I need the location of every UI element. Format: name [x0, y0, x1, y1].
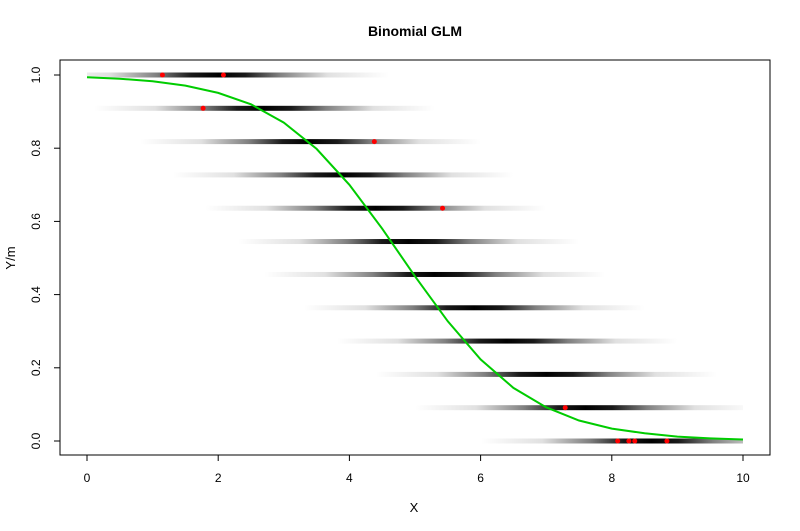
data-point	[200, 105, 206, 111]
data-point	[626, 438, 632, 444]
x-tick-label: 6	[477, 471, 484, 485]
x-tick-label: 10	[736, 471, 750, 485]
y-tick-label: 0.0	[29, 432, 43, 449]
x-tick-label: 0	[84, 471, 91, 485]
y-tick-label: 1.0	[29, 66, 43, 83]
chart-title: Binomial GLM	[368, 23, 462, 39]
density-bands	[87, 72, 743, 444]
density-band	[303, 305, 645, 311]
density-band	[415, 405, 743, 411]
x-axis: 0 2 4 6 8 10	[84, 454, 750, 485]
y-tick-label: 0.8	[29, 140, 43, 157]
density-band	[172, 172, 514, 178]
data-point	[664, 438, 670, 444]
data-point	[615, 438, 621, 444]
density-band	[375, 371, 717, 377]
x-tick-label: 2	[215, 471, 222, 485]
data-point	[562, 405, 568, 411]
fitted-curve-layer	[86, 76, 744, 441]
data-point	[220, 72, 226, 78]
density-band	[237, 239, 579, 245]
density-band	[336, 338, 678, 344]
fitted-curve	[86, 76, 744, 441]
observed-points	[159, 72, 670, 444]
x-tick-label: 8	[608, 471, 615, 485]
density-band	[87, 72, 389, 78]
data-point	[371, 139, 377, 145]
density-band	[93, 105, 435, 111]
data-point	[440, 205, 446, 211]
plot-frame	[59, 59, 771, 456]
y-tick-label: 0.4	[29, 286, 43, 303]
density-band	[264, 271, 606, 277]
density-band	[139, 139, 481, 145]
y-axis: 0.0 0.2 0.4 0.6 0.8 1.0	[29, 66, 61, 449]
x-tick-label: 4	[346, 471, 353, 485]
y-tick-label: 0.6	[29, 213, 43, 230]
y-tick-label: 0.2	[29, 359, 43, 376]
data-point	[632, 438, 638, 444]
data-point	[159, 72, 165, 78]
density-band	[205, 205, 547, 211]
density-band	[480, 438, 743, 444]
y-axis-label: Y/m	[3, 246, 18, 269]
x-axis-label: X	[410, 500, 419, 515]
